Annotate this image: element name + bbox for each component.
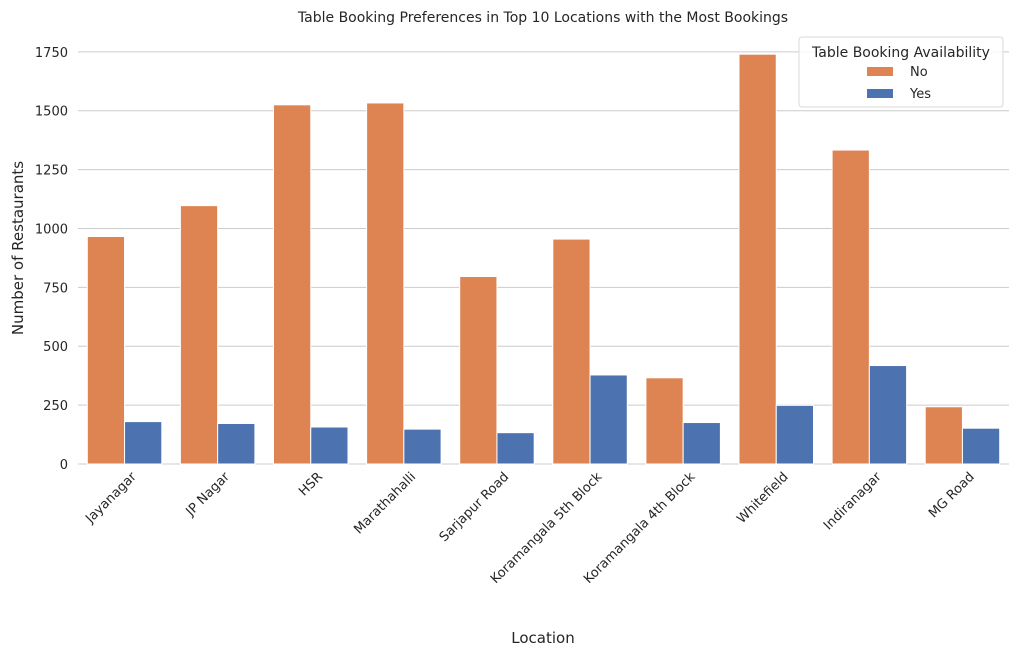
y-tick-label: 1000	[35, 222, 68, 237]
legend-box	[798, 36, 1004, 108]
bar-yes-3	[403, 428, 442, 465]
bar-no-7	[738, 53, 777, 465]
bar-yes-9	[961, 427, 1001, 465]
legend-title: Table Booking Availability	[811, 45, 990, 61]
legend: Table Booking Availability No Yes	[798, 36, 1004, 108]
bar-yes-8	[868, 365, 908, 465]
x-axis-label: Location	[511, 629, 574, 647]
bar-no-1	[179, 205, 219, 465]
y-tick-label: 500	[43, 340, 68, 355]
bar-yes-0	[124, 421, 163, 465]
y-axis-label: Number of Restaurants	[9, 161, 27, 335]
bar-yes-1	[217, 422, 256, 465]
bar-yes-4	[496, 432, 535, 465]
bar-no-4	[459, 276, 498, 465]
y-tick-labels: 0 250 500 750 1000 1250 1500 1750	[35, 46, 68, 473]
bar-no-8	[831, 149, 870, 465]
bar-yes-5	[589, 374, 628, 465]
bar-no-6	[645, 377, 684, 465]
y-tick-label: 1250	[35, 164, 68, 179]
y-tick-label: 750	[43, 281, 68, 296]
legend-label-no: No	[910, 65, 928, 80]
y-tick-label: 1500	[35, 105, 68, 120]
y-tick-label: 1750	[35, 46, 68, 61]
legend-label-yes: Yes	[909, 87, 931, 102]
bar-yes-2	[310, 426, 349, 465]
bars	[86, 53, 1001, 465]
bar-no-0	[86, 235, 126, 465]
y-tick-label: 0	[60, 458, 68, 473]
chart-title: Table Booking Preferences in Top 10 Loca…	[297, 10, 788, 26]
y-tick-label: 250	[43, 399, 68, 414]
bar-yes-6	[682, 422, 721, 465]
bar-yes-7	[775, 404, 814, 465]
legend-swatch-yes	[867, 89, 893, 98]
bar-no-3	[366, 102, 405, 465]
legend-swatch-no	[867, 67, 893, 76]
bar-no-2	[273, 104, 312, 465]
bar-no-5	[552, 238, 591, 465]
bar-no-9	[924, 406, 963, 465]
